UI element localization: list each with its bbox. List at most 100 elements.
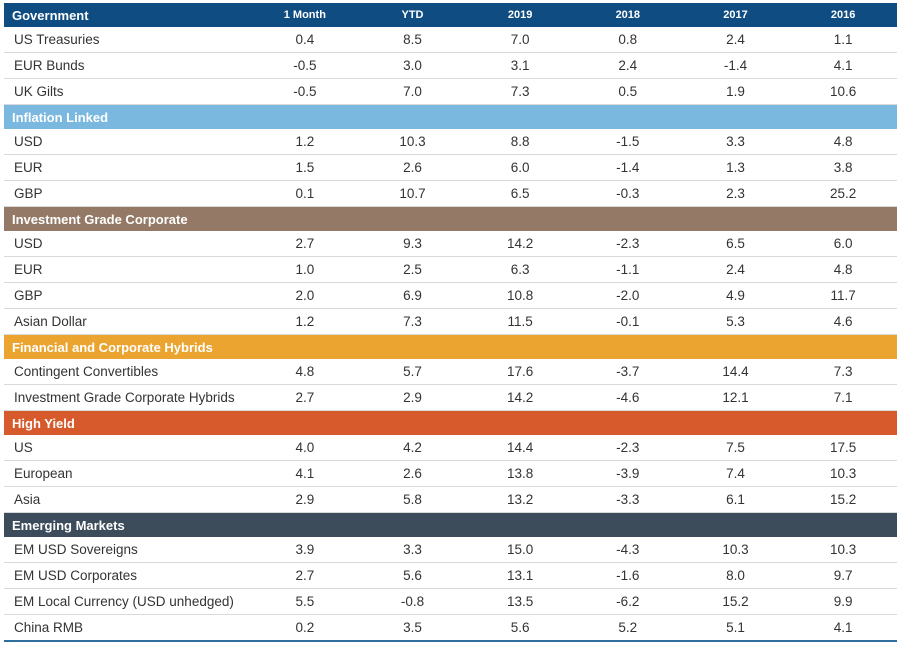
return-value-cell: 0.2 bbox=[251, 614, 359, 642]
section-header-fill bbox=[789, 206, 897, 231]
return-value-cell: 3.5 bbox=[358, 614, 467, 642]
return-value-cell: 6.5 bbox=[466, 180, 574, 207]
return-value-cell: -3.7 bbox=[573, 359, 682, 385]
return-value-cell: 14.2 bbox=[466, 231, 574, 257]
table-row: European 4.1 2.6 13.8 -3.9 7.4 10.3 bbox=[4, 460, 897, 487]
return-value-cell: 1.2 bbox=[251, 308, 359, 335]
section-header-fill bbox=[466, 104, 574, 129]
row-label: EM USD Sovereigns bbox=[4, 537, 252, 563]
section-header-fill bbox=[681, 206, 790, 231]
return-value-cell: 3.1 bbox=[466, 52, 574, 79]
return-value-cell: 13.8 bbox=[466, 460, 574, 487]
return-value-cell: 7.3 bbox=[466, 78, 574, 105]
section-header-fill bbox=[573, 104, 682, 129]
return-value-cell: 3.9 bbox=[251, 537, 359, 563]
table-row: China RMB 0.2 3.5 5.6 5.2 5.1 4.1 bbox=[4, 614, 897, 642]
return-value-cell: 2.3 bbox=[681, 180, 790, 207]
return-value-cell: 2.6 bbox=[358, 154, 467, 181]
row-label: EM Local Currency (USD unhedged) bbox=[4, 588, 252, 615]
return-value-cell: 11.7 bbox=[789, 282, 897, 309]
return-value-cell: 5.7 bbox=[358, 359, 467, 385]
return-value-cell: 7.1 bbox=[789, 384, 897, 411]
return-value-cell: 8.8 bbox=[466, 129, 574, 155]
return-value-cell: 3.8 bbox=[789, 154, 897, 181]
return-value-cell: 2.5 bbox=[358, 256, 467, 283]
column-header: YTD bbox=[358, 3, 467, 27]
return-value-cell: 25.2 bbox=[789, 180, 897, 207]
return-value-cell: 13.2 bbox=[466, 486, 574, 513]
return-value-cell: 10.3 bbox=[789, 537, 897, 563]
return-value-cell: 10.3 bbox=[681, 537, 790, 563]
section-header-fill bbox=[358, 334, 467, 359]
section-header-fill bbox=[358, 410, 467, 435]
return-value-cell: 17.6 bbox=[466, 359, 574, 385]
return-value-cell: -4.3 bbox=[573, 537, 682, 563]
return-value-cell: -4.6 bbox=[573, 384, 682, 411]
return-value-cell: -3.9 bbox=[573, 460, 682, 487]
row-label: USD bbox=[4, 129, 252, 155]
return-value-cell: -1.6 bbox=[573, 562, 682, 589]
return-value-cell: 2.7 bbox=[251, 562, 359, 589]
return-value-cell: 2.7 bbox=[251, 231, 359, 257]
return-value-cell: 5.1 bbox=[681, 614, 790, 642]
return-value-cell: 4.6 bbox=[789, 308, 897, 335]
table-row: Asia 2.9 5.8 13.2 -3.3 6.1 15.2 bbox=[4, 486, 897, 513]
return-value-cell: 5.6 bbox=[358, 562, 467, 589]
section-header-fill bbox=[681, 410, 790, 435]
returns-table-body: Government 1 Month YTD 2019 2018 2017 2016 US T… bbox=[4, 3, 897, 642]
return-value-cell: 9.9 bbox=[789, 588, 897, 615]
section-header-fill bbox=[466, 410, 574, 435]
row-label: GBP bbox=[4, 282, 252, 309]
table-row: GBP 0.1 10.7 6.5 -0.3 2.3 25.2 bbox=[4, 180, 897, 207]
return-value-cell: 15.0 bbox=[466, 537, 574, 563]
return-value-cell: 7.4 bbox=[681, 460, 790, 487]
table-row: Investment Grade Corporate Hybrids 2.7 2.9… bbox=[4, 384, 897, 411]
return-value-cell: 7.3 bbox=[358, 308, 467, 335]
section-header-row: Government 1 Month YTD 2019 2018 2017 2016 bbox=[4, 3, 897, 27]
return-value-cell: -0.5 bbox=[251, 78, 359, 105]
section-header-fill bbox=[251, 104, 359, 129]
return-value-cell: 5.3 bbox=[681, 308, 790, 335]
return-value-cell: 1.3 bbox=[681, 154, 790, 181]
return-value-cell: 8.0 bbox=[681, 562, 790, 589]
return-value-cell: 11.5 bbox=[466, 308, 574, 335]
section-header-fill bbox=[466, 512, 574, 537]
return-value-cell: 2.4 bbox=[681, 256, 790, 283]
section-title: Inflation Linked bbox=[4, 104, 252, 129]
return-value-cell: 10.8 bbox=[466, 282, 574, 309]
table-row: EM USD Corporates 2.7 5.6 13.1 -1.6 8.0 9.7 bbox=[4, 562, 897, 589]
return-value-cell: 10.7 bbox=[358, 180, 467, 207]
return-value-cell: -6.2 bbox=[573, 588, 682, 615]
return-value-cell: 15.2 bbox=[789, 486, 897, 513]
table-row: USD 2.7 9.3 14.2 -2.3 6.5 6.0 bbox=[4, 231, 897, 257]
return-value-cell: 4.8 bbox=[789, 129, 897, 155]
return-value-cell: 6.9 bbox=[358, 282, 467, 309]
table-row: EUR Bunds -0.5 3.0 3.1 2.4 -1.4 4.1 bbox=[4, 52, 897, 79]
section-header-fill bbox=[466, 334, 574, 359]
row-label: European bbox=[4, 460, 252, 487]
return-value-cell: 8.5 bbox=[358, 27, 467, 53]
returns-table: Government 1 Month YTD 2019 2018 2017 2016 US T… bbox=[4, 3, 897, 642]
return-value-cell: 0.1 bbox=[251, 180, 359, 207]
row-label: US bbox=[4, 435, 252, 461]
section-title: Financial and Corporate Hybrids bbox=[4, 334, 252, 359]
row-label: Asian Dollar bbox=[4, 308, 252, 335]
section-header-fill bbox=[789, 512, 897, 537]
return-value-cell: -0.5 bbox=[251, 52, 359, 79]
table-row: GBP 2.0 6.9 10.8 -2.0 4.9 11.7 bbox=[4, 282, 897, 309]
return-value-cell: 4.2 bbox=[358, 435, 467, 461]
row-label: EUR bbox=[4, 154, 252, 181]
return-value-cell: -0.8 bbox=[358, 588, 467, 615]
column-header: 2017 bbox=[681, 3, 790, 27]
section-header-fill bbox=[789, 334, 897, 359]
section-header-fill bbox=[573, 410, 682, 435]
return-value-cell: 5.6 bbox=[466, 614, 574, 642]
section-header-fill bbox=[466, 206, 574, 231]
section-header-row: Financial and Corporate Hybrids bbox=[4, 334, 897, 359]
return-value-cell: 4.8 bbox=[251, 359, 359, 385]
section-title: Emerging Markets bbox=[4, 512, 252, 537]
table-row: UK Gilts -0.5 7.0 7.3 0.5 1.9 10.6 bbox=[4, 78, 897, 105]
section-header-fill bbox=[251, 512, 359, 537]
return-value-cell: 0.8 bbox=[573, 27, 682, 53]
